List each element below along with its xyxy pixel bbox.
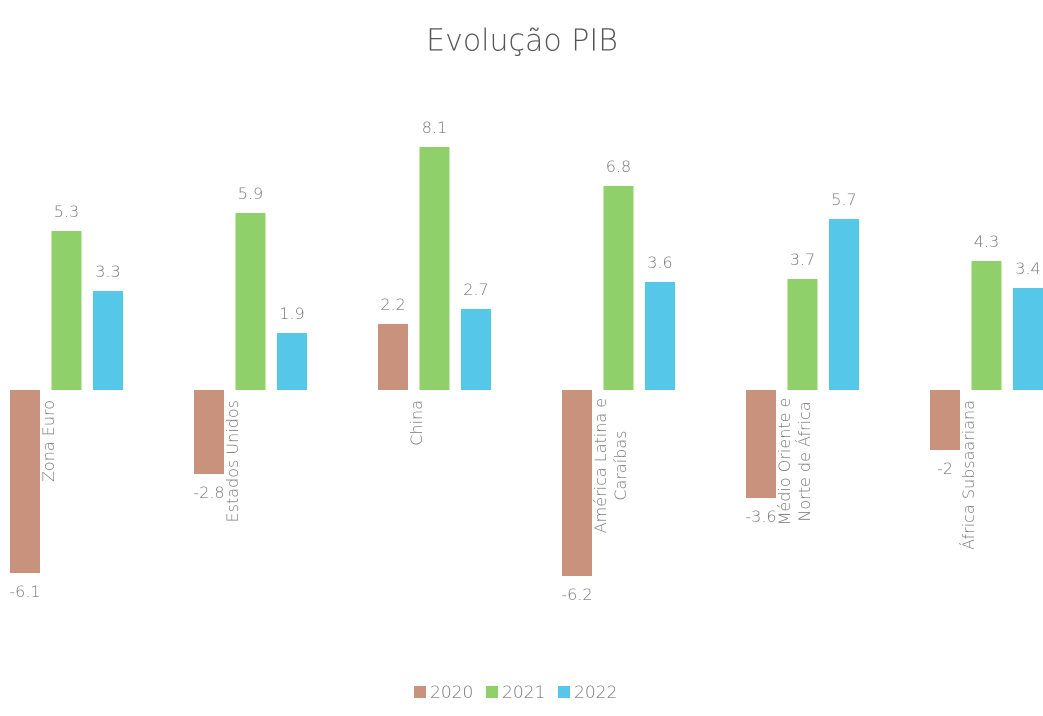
chart-title: Evolução PIB — [426, 24, 618, 59]
bar — [645, 282, 675, 390]
value-label: 3.3 — [95, 262, 120, 281]
legend-swatch — [558, 686, 570, 698]
value-label: 3.4 — [1015, 259, 1040, 278]
value-label: 3.6 — [647, 253, 672, 272]
category-label: América Latina eCaraíbas — [591, 398, 630, 533]
bar — [194, 390, 224, 474]
bar — [461, 309, 491, 390]
value-label: 3.7 — [790, 250, 815, 269]
bar — [930, 390, 960, 450]
value-label: 5.9 — [238, 184, 263, 203]
legend-swatch — [486, 686, 498, 698]
bar — [378, 324, 408, 390]
bar — [603, 186, 634, 390]
value-label: 5.7 — [831, 190, 856, 209]
value-label: -2 — [937, 459, 953, 478]
bar — [971, 261, 1002, 390]
legend-swatch — [414, 686, 426, 698]
value-label: 4.3 — [974, 232, 999, 251]
bar — [419, 147, 450, 390]
legend-label: 2020 — [430, 683, 473, 703]
value-label: -6.1 — [9, 582, 40, 601]
value-label: 2.7 — [463, 280, 488, 299]
value-label: 5.3 — [54, 202, 79, 221]
bar — [10, 390, 40, 573]
bar — [277, 333, 307, 390]
bar — [51, 231, 82, 390]
bar — [787, 279, 818, 390]
bar — [93, 291, 123, 390]
legend-label: 2022 — [574, 683, 617, 703]
bar — [562, 390, 592, 576]
legend-label: 2021 — [502, 683, 545, 703]
value-label: 2.2 — [380, 295, 405, 314]
value-label: 8.1 — [422, 118, 447, 137]
category-label: China — [407, 400, 426, 446]
value-label: 6.8 — [606, 157, 631, 176]
category-label: Estados Unidos — [223, 400, 242, 522]
category-label: Zona Euro — [39, 400, 58, 482]
category-label: Médio Oriente eNorte de África — [775, 398, 814, 526]
bar — [746, 390, 776, 498]
bar — [829, 219, 859, 390]
category-label: África Subsaariana — [959, 400, 978, 550]
bar — [235, 213, 266, 390]
value-label: 1.9 — [279, 304, 304, 323]
value-label: -3.6 — [745, 507, 776, 526]
value-label: -2.8 — [193, 483, 224, 502]
bar — [1013, 288, 1043, 390]
value-label: -6.2 — [561, 585, 592, 604]
